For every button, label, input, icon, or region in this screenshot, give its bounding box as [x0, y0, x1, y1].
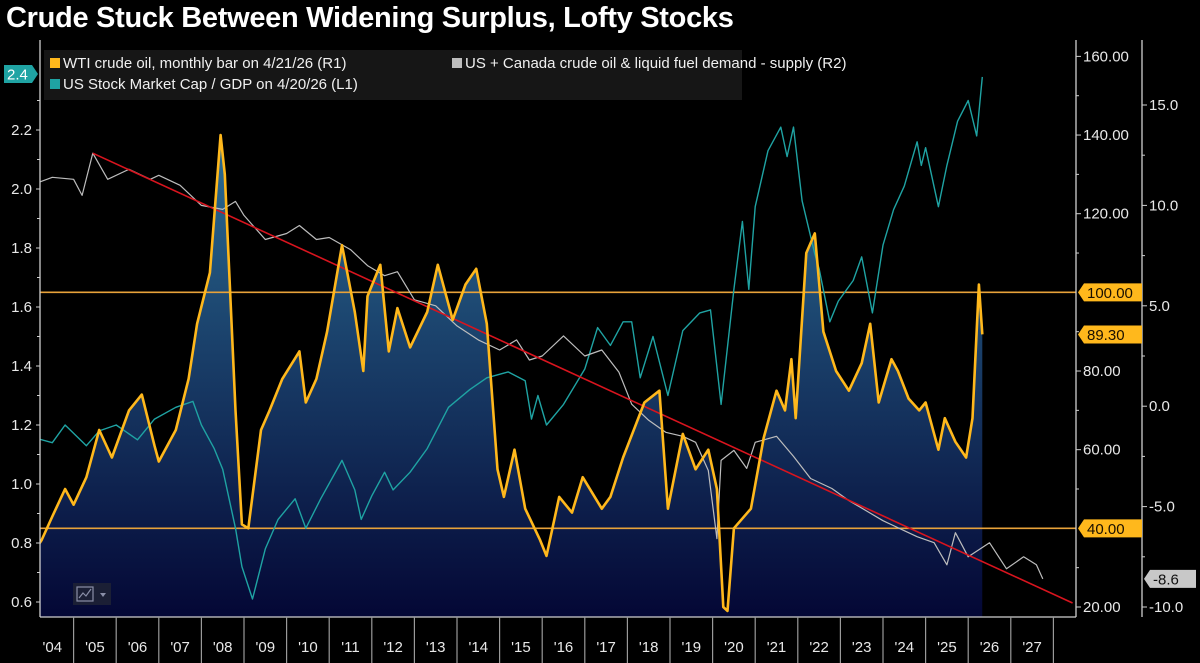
x-tick-label: '17: [596, 639, 616, 656]
x-tick-label: '12: [383, 639, 403, 656]
r2-last-value-label-bg: [1144, 569, 1196, 588]
x-tick-label: '04: [43, 639, 63, 656]
l1-last-value-label: 2.4: [4, 65, 38, 84]
l1-tick-label: 2.2: [11, 122, 32, 139]
x-tick-label: '19: [682, 639, 702, 656]
r2-last-value-label: -8.6: [1144, 569, 1196, 588]
l1-tick-label: 1.8: [11, 240, 32, 257]
r1-tick-label: 20.00: [1083, 599, 1121, 616]
r1-label-40-text: 40.00: [1087, 521, 1125, 538]
x-tick-label: '08: [213, 639, 233, 656]
wti-area-fill: [40, 135, 983, 617]
x-tick-label: '06: [128, 639, 148, 656]
x-tick-label: '26: [980, 639, 1000, 656]
x-tick-label: '18: [639, 639, 659, 656]
legend-item[interactable]: WTI crude oil, monthly bar on 4/21/26 (R…: [50, 55, 346, 72]
x-tick-label: '07: [170, 639, 190, 656]
r1-label-40: 40.00: [1078, 519, 1142, 538]
l1-last-value-label-text: 2.4: [7, 67, 28, 84]
legend-item[interactable]: US Stock Market Cap / GDP on 4/20/26 (L1…: [50, 76, 358, 93]
l1-tick-label: 2.0: [11, 181, 32, 198]
l1-tick-label: 0.8: [11, 535, 32, 552]
legend-swatch: [50, 58, 60, 68]
r1-last-value-label-text: 89.30: [1087, 327, 1125, 344]
x-tick-label: '10: [298, 639, 318, 656]
x-tick-label: '22: [809, 639, 829, 656]
legend-label: US + Canada crude oil & liquid fuel dema…: [465, 55, 846, 72]
l1-tick-label: 1.0: [11, 476, 32, 493]
x-tick-label: '09: [256, 639, 276, 656]
r1-tick-label: 80.00: [1083, 363, 1121, 380]
legend-label: US Stock Market Cap / GDP on 4/20/26 (L1…: [63, 76, 358, 93]
series-line-wti: [40, 133, 984, 613]
r1-tick-label: 120.00: [1083, 206, 1129, 223]
l1-tick-label: 1.6: [11, 299, 32, 316]
x-tick-label: '14: [469, 639, 489, 656]
chevron-down-icon: [100, 593, 106, 597]
r2-tick-label: -10.0: [1149, 599, 1183, 616]
r1-label-100: 100.00: [1078, 283, 1142, 302]
r1-last-value-label: 89.30: [1078, 325, 1142, 344]
x-tick-label: '21: [767, 639, 787, 656]
x-tick-label: '05: [85, 639, 105, 656]
trendline: [92, 152, 1073, 604]
r1-tick-label: 60.00: [1083, 442, 1121, 459]
x-tick-label: '20: [724, 639, 744, 656]
legend-background: [44, 50, 742, 100]
legend-swatch: [452, 58, 462, 68]
l1-tick-label: 1.2: [11, 417, 32, 434]
r1-tick-label: 140.00: [1083, 127, 1129, 144]
line-chart-icon: [76, 586, 94, 602]
r2-last-value-label-text: -8.6: [1153, 571, 1179, 588]
legend-label: WTI crude oil, monthly bar on 4/21/26 (R…: [63, 55, 346, 72]
x-tick-label: '23: [852, 639, 872, 656]
r1-label-100-text: 100.00: [1087, 285, 1133, 302]
r2-tick-label: 15.0: [1149, 97, 1178, 114]
x-tick-label: '16: [554, 639, 574, 656]
l1-tick-label: 1.4: [11, 358, 32, 375]
r2-tick-label: -5.0: [1149, 499, 1175, 516]
series-line-mktcap-gdp: [40, 76, 983, 600]
r1-label-40-bg: [1078, 519, 1142, 538]
r1-label-100-bg: [1078, 283, 1142, 302]
l1-tick-label: 0.6: [11, 594, 32, 611]
l1-last-value-label-bg: [4, 65, 38, 83]
chart-type-button[interactable]: [73, 583, 111, 605]
x-tick-label: '25: [937, 639, 957, 656]
r2-tick-label: 0.0: [1149, 398, 1170, 415]
x-tick-label: '27: [1022, 639, 1042, 656]
r1-tick-label: 160.00: [1083, 48, 1129, 65]
r2-tick-label: 5.0: [1149, 298, 1170, 315]
r1-last-value-label-bg: [1078, 325, 1142, 344]
chart-title: Crude Stuck Between Widening Surplus, Lo…: [6, 2, 734, 34]
legend-item[interactable]: US + Canada crude oil & liquid fuel dema…: [452, 55, 846, 72]
r2-tick-label: 10.0: [1149, 197, 1178, 214]
x-tick-label: '24: [895, 639, 915, 656]
x-tick-label: '13: [426, 639, 446, 656]
legend-swatch: [50, 79, 60, 89]
x-tick-label: '11: [341, 639, 359, 656]
x-tick-label: '15: [511, 639, 531, 656]
